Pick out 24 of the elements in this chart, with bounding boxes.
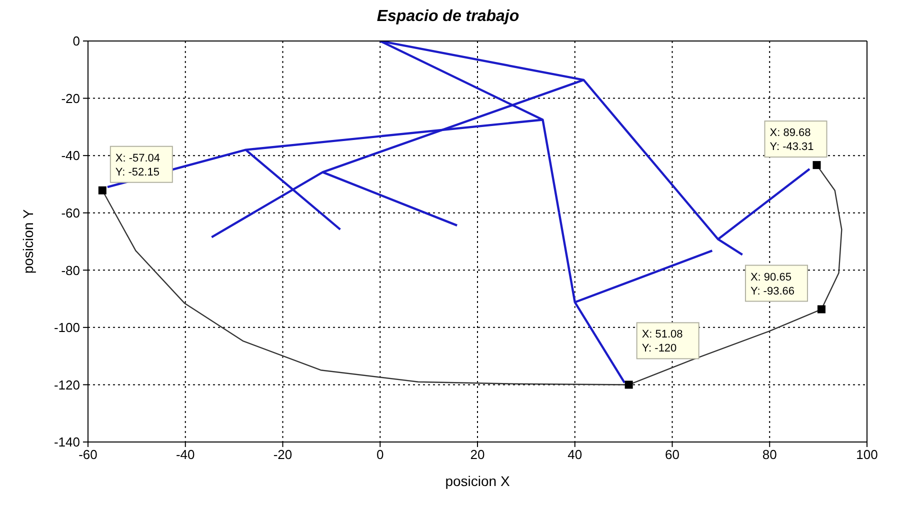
x-tick-label: 40: [568, 447, 582, 462]
chart-title: Espacio de trabajo: [376, 8, 520, 27]
annotation: X: 89.68 Y: -43.31: [770, 127, 814, 154]
x-tick-label: 0: [376, 447, 384, 462]
y-tick-label: -40: [61, 148, 80, 164]
y-tick-label: -60: [61, 205, 80, 220]
x-tick-label: -20: [273, 447, 292, 462]
annotation: X: 51.08 Y: -120: [642, 328, 683, 355]
y-tick-label: -100: [54, 320, 80, 336]
annotation: X: 90.65 Y: -93.66: [750, 271, 795, 298]
x-axis-title: posicion X: [445, 473, 510, 489]
x-tick-label: 60: [665, 447, 680, 462]
y-tick-label: 0: [72, 34, 80, 49]
annotation: X: -57.04 Y: -52.15: [115, 152, 160, 178]
y-tick-label: -120: [54, 377, 80, 392]
y-tick-label: -80: [61, 262, 80, 278]
x-tick-label: 80: [762, 447, 777, 462]
x-tick-label: 20: [470, 447, 485, 462]
x-tick-label: -60: [78, 447, 98, 462]
y-tick-label: -140: [54, 434, 80, 450]
y-tick-label: -20: [61, 90, 80, 106]
x-tick-label: -40: [176, 447, 195, 462]
y-axis-title: posicion Y: [20, 208, 36, 274]
x-tick-label: 100: [856, 447, 878, 462]
